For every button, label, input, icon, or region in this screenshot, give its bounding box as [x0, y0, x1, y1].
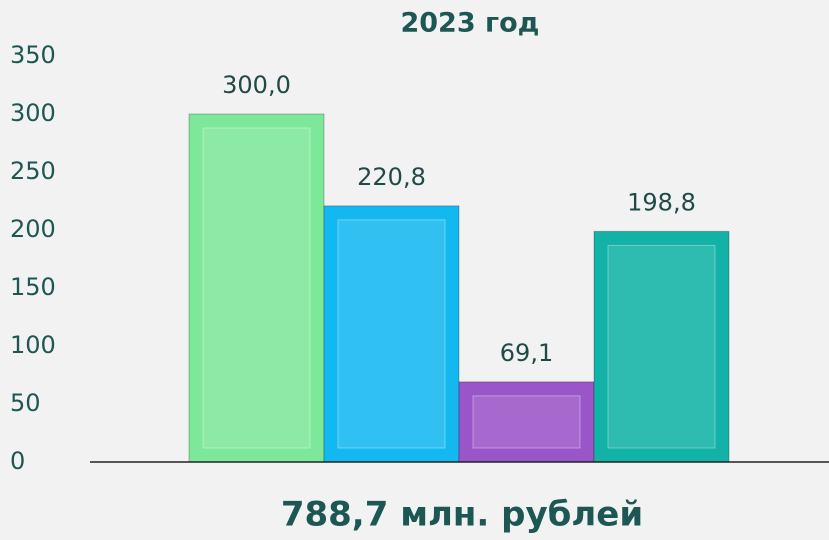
y-tick-label: 150: [10, 273, 56, 301]
bar-bevel: [202, 127, 311, 449]
y-tick-label: 250: [10, 157, 56, 185]
bar-bevel: [337, 219, 446, 449]
y-tick-label: 100: [10, 331, 56, 359]
y-tick-label: 350: [10, 41, 56, 69]
chart-subtitle: 788,7 млн. рублей: [281, 495, 643, 535]
y-tick-label: 0: [10, 447, 25, 475]
bar-bevel: [472, 395, 581, 449]
bar-bevel: [607, 244, 716, 449]
y-tick-label: 200: [10, 215, 56, 243]
bar: [323, 205, 460, 463]
bar: [188, 113, 325, 463]
y-tick-label: 300: [10, 99, 56, 127]
bar: [593, 230, 730, 463]
data-label: 220,8: [357, 163, 426, 191]
data-label: 198,8: [627, 188, 696, 216]
data-label: 69,1: [500, 339, 553, 367]
data-label: 300,0: [222, 71, 291, 99]
chart-title: 2023 год: [400, 8, 539, 39]
bar: [458, 381, 595, 463]
y-tick-label: 50: [10, 389, 41, 417]
